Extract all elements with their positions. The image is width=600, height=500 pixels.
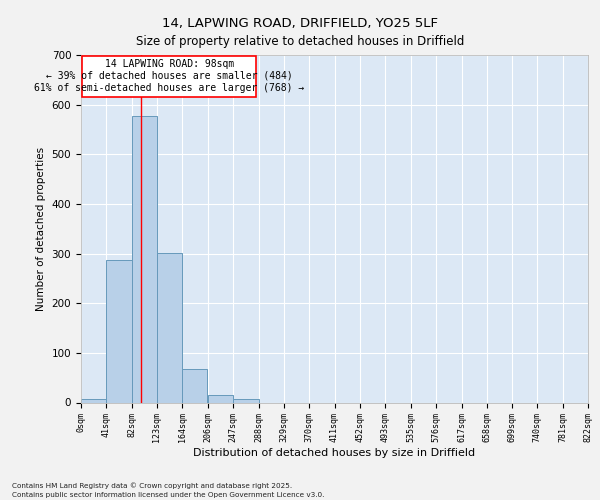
Text: 14, LAPWING ROAD, DRIFFIELD, YO25 5LF: 14, LAPWING ROAD, DRIFFIELD, YO25 5LF	[162, 18, 438, 30]
Bar	[131, 116, 157, 403]
Bar	[208, 395, 233, 402]
Text: 14 LAPWING ROAD: 98sqm: 14 LAPWING ROAD: 98sqm	[104, 59, 234, 69]
Bar	[233, 398, 259, 402]
Bar	[82, 56, 256, 97]
Text: Size of property relative to detached houses in Driffield: Size of property relative to detached ho…	[136, 35, 464, 48]
Text: 61% of semi-detached houses are larger (768) →: 61% of semi-detached houses are larger (…	[34, 82, 304, 92]
Bar	[157, 252, 182, 402]
X-axis label: Distribution of detached houses by size in Driffield: Distribution of detached houses by size …	[193, 448, 476, 458]
Bar	[81, 398, 106, 402]
Text: Contains public sector information licensed under the Open Government Licence v3: Contains public sector information licen…	[12, 492, 325, 498]
Text: Contains HM Land Registry data © Crown copyright and database right 2025.: Contains HM Land Registry data © Crown c…	[12, 482, 292, 489]
Bar	[182, 368, 208, 402]
Bar	[106, 260, 131, 402]
Y-axis label: Number of detached properties: Number of detached properties	[36, 146, 46, 311]
Text: ← 39% of detached houses are smaller (484): ← 39% of detached houses are smaller (48…	[46, 70, 293, 81]
